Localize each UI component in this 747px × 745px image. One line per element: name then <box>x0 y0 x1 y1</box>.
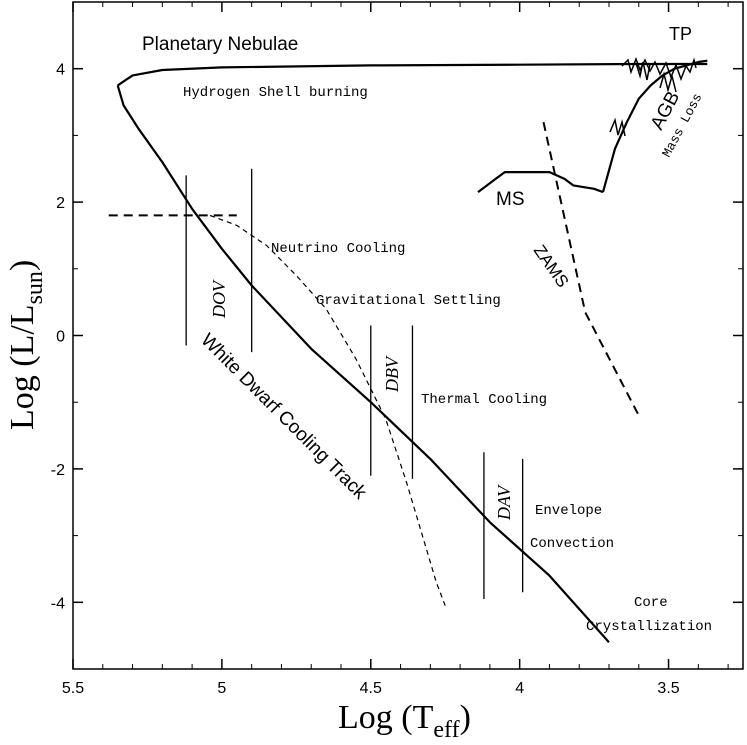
annotation-gravitational-settling: Gravitational Settling <box>316 293 501 309</box>
annotation-envelope: Envelope <box>535 503 602 519</box>
plot-frame <box>72 1 744 670</box>
y-axis-label-close: ) <box>4 260 41 271</box>
x-axis-label: Log (Teff) <box>338 699 471 743</box>
x-tick-label: 5 <box>217 680 226 697</box>
x-tick-label: 3.5 <box>657 680 679 697</box>
series-ms-hook <box>477 171 604 194</box>
y-tick-label: 4 <box>56 62 65 79</box>
annotation-hydrogen-shell-burning: Hydrogen Shell burning <box>183 85 368 101</box>
series-zams <box>542 121 640 416</box>
y-tick-label: 0 <box>56 329 65 346</box>
annotation-tp: TP <box>669 24 692 44</box>
instability-strips <box>185 168 524 599</box>
annotation-zams: ZAMS <box>530 241 573 291</box>
y-axis-ticks: -4 -2 0 2 4 <box>51 1 743 670</box>
annotation-planetary-nebulae: Planetary Nebulae <box>142 34 298 55</box>
thermal-pulse-marks <box>609 56 697 137</box>
annotation-crystallization: Crystallization <box>586 619 712 635</box>
series-horizontal-track <box>117 62 708 87</box>
annotation-dov: DOV <box>209 279 229 319</box>
x-axis-ticks: 5.5 5 4.5 4 3.5 <box>62 2 729 697</box>
x-axis-label-main: Log (T <box>338 699 434 736</box>
x-tick-label: 4 <box>515 680 524 697</box>
annotation-thermal-cooling: Thermal Cooling <box>421 392 547 408</box>
annotation-neutrino-cooling: Neutrino Cooling <box>271 241 405 257</box>
annotation-core: Core <box>634 595 668 611</box>
series-gravitational-settling <box>209 214 446 606</box>
annotation-white-dwarf-cooling-track: White Dwarf Cooling Track <box>196 330 370 504</box>
y-tick-label: -2 <box>51 462 65 479</box>
series-white-dwarf-cooling-track <box>116 85 610 644</box>
series-layer <box>108 59 708 644</box>
annotation-dbv: DBV <box>382 355 402 393</box>
x-axis-label-sub: eff <box>433 717 459 743</box>
x-tick-label: 4.5 <box>360 680 382 697</box>
x-tick-label: 5.5 <box>62 680 84 697</box>
annotation-dav: DAV <box>494 484 514 521</box>
y-axis-label: Log (L/Lsun) <box>4 260 48 430</box>
y-axis-label-main: Log (L/L <box>4 304 41 430</box>
y-tick-label: 2 <box>56 195 65 212</box>
y-tick-label: -4 <box>51 595 65 612</box>
y-axis-label-sub: sun <box>22 271 48 304</box>
x-axis-label-close: ) <box>460 699 471 736</box>
annotation-convection: Convection <box>530 536 614 552</box>
annotation-ms: MS <box>496 189 525 210</box>
